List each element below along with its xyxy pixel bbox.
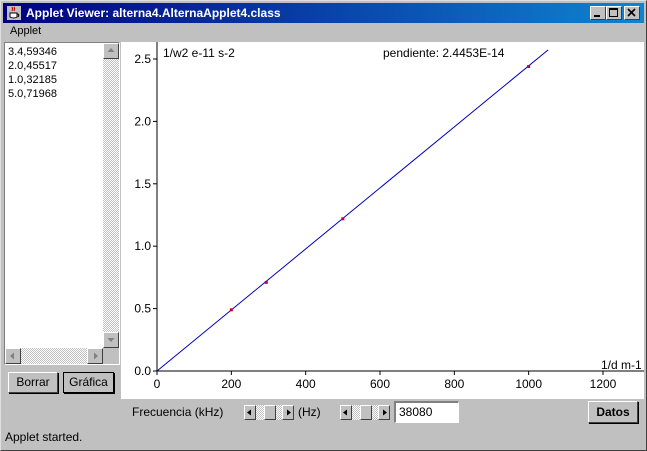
hz-label: (Hz) <box>298 405 321 419</box>
x-tick-label: 600 <box>370 377 390 391</box>
x-tick-label: 0 <box>154 377 161 391</box>
status-text: Applet started. <box>5 430 83 444</box>
y-tick-label: 2.0 <box>134 114 151 128</box>
frequency-hz-scrollbar[interactable] <box>340 405 390 420</box>
vertical-scrollbar[interactable] <box>103 43 119 348</box>
data-line: 2.0,45517 <box>8 60 57 72</box>
menu-applet[interactable]: Applet <box>10 25 42 37</box>
scroll-left-button[interactable] <box>5 348 21 364</box>
data-point <box>341 217 345 221</box>
window-title: Applet Viewer: alterna4.AlternaApplet4.c… <box>26 6 281 20</box>
y-axis-label: 1/w2 e-11 s-2 <box>163 46 235 60</box>
y-tick-label: 0.0 <box>134 364 151 378</box>
hz-value-field[interactable]: 38080 <box>394 401 459 423</box>
scroll-down-button[interactable] <box>103 332 119 348</box>
close-button[interactable] <box>624 6 640 20</box>
controls-bar: Frecuencia (kHz) (Hz) 38080 Datos <box>3 399 644 426</box>
x-tick-label: 200 <box>221 377 241 391</box>
y-tick-label: 1.0 <box>134 239 151 253</box>
arrow-left-icon <box>247 409 251 416</box>
y-tick-label: 1.5 <box>134 177 151 191</box>
arrow-right-icon <box>94 352 98 360</box>
arrow-down-icon <box>107 338 115 342</box>
arrow-left-icon <box>343 409 347 416</box>
hz-increase-button[interactable] <box>378 405 390 420</box>
horizontal-scrollbar[interactable] <box>5 348 103 364</box>
hz-decrease-button[interactable] <box>340 405 352 420</box>
arrow-up-icon <box>107 48 115 52</box>
borrar-button[interactable]: Borrar <box>8 372 58 393</box>
hz-thumb[interactable] <box>360 405 372 420</box>
data-point <box>527 64 531 68</box>
maximize-button[interactable] <box>606 6 622 20</box>
khz-increase-button[interactable] <box>282 405 294 420</box>
data-line: 3.4,59346 <box>8 46 57 58</box>
arrow-right-icon <box>383 409 387 416</box>
minimize-icon <box>594 15 600 17</box>
plot-area: 1/w2 e-11 s-2 pendiente: 2.4453E-14 1/d … <box>121 42 644 399</box>
khz-decrease-button[interactable] <box>244 405 256 420</box>
fit-line <box>156 49 549 372</box>
scroll-up-button[interactable] <box>103 43 119 59</box>
data-lines: 3.4,59346 2.0,45517 1.0,32185 5.0,71968 <box>8 45 57 101</box>
java-cup-icon <box>7 6 21 20</box>
arrow-right-icon <box>287 409 291 416</box>
data-point <box>264 280 268 284</box>
data-line: 1.0,32185 <box>8 74 57 86</box>
menu-bar: Applet <box>3 23 644 41</box>
data-textarea[interactable]: 3.4,59346 2.0,45517 1.0,32185 5.0,71968 <box>4 42 120 365</box>
maximize-icon <box>609 8 618 17</box>
arrow-left-icon <box>10 352 14 360</box>
x-axis-label: 1/d m-1 <box>601 358 642 372</box>
khz-thumb[interactable] <box>264 405 276 420</box>
x-tick-label: 400 <box>296 377 316 391</box>
x-tick-label: 1000 <box>515 377 542 391</box>
y-tick-label: 0.5 <box>134 302 151 316</box>
frequency-khz-scrollbar[interactable] <box>244 405 294 420</box>
grafica-button[interactable]: Gráfica <box>63 372 114 393</box>
data-line: 5.0,71968 <box>8 88 57 100</box>
frequency-label: Frecuencia (kHz) <box>132 405 224 419</box>
y-tick-label: 2.5 <box>134 52 151 66</box>
scroll-right-button[interactable] <box>87 348 103 364</box>
minimize-button[interactable] <box>590 6 606 20</box>
x-tick-label: 1200 <box>590 377 617 391</box>
chart: 1/w2 e-11 s-2 pendiente: 2.4453E-14 1/d … <box>134 42 644 391</box>
datos-button[interactable]: Datos <box>588 401 638 423</box>
scroll-corner <box>103 348 119 364</box>
data-point <box>229 308 233 312</box>
title-bar[interactable]: Applet Viewer: alterna4.AlternaApplet4.c… <box>3 3 644 23</box>
slope-annotation: pendiente: 2.4453E-14 <box>383 46 505 60</box>
close-icon <box>627 8 636 17</box>
x-tick-label: 800 <box>444 377 464 391</box>
